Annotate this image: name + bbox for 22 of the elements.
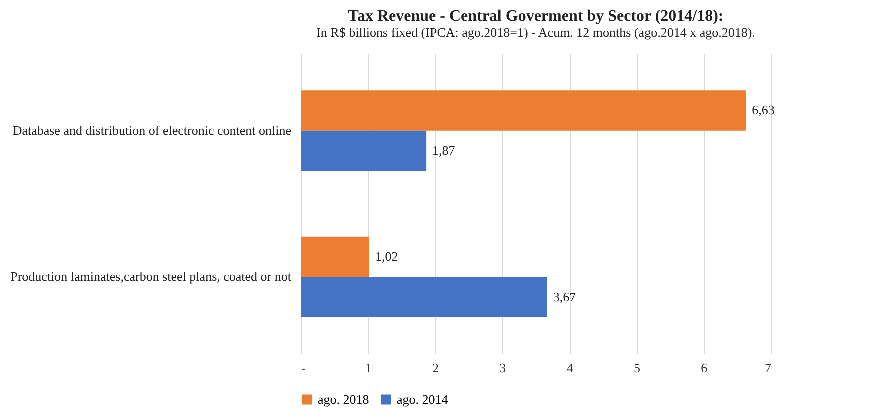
x-tick-label: 5 [634, 360, 640, 376]
legend-label: ago. 2018 [318, 392, 370, 407]
bar [301, 130, 427, 172]
x-tick-label: 6 [701, 360, 708, 376]
data-label: 6,63 [752, 102, 775, 118]
data-label: 1,87 [432, 142, 456, 158]
chart-title: Tax Revenue - Central Goverment by Sector (2014/18): [348, 8, 724, 25]
x-tick-label: 1 [365, 360, 372, 376]
data-label: 1,02 [375, 249, 398, 264]
x-tick-label: 3 [500, 360, 506, 376]
bar [301, 277, 548, 318]
y-tick-label: Database and distribution of electronic content online [12, 122, 292, 138]
bar [301, 90, 746, 131]
y-tick-label: Production laminates,carbon steel plans, coated or not [10, 269, 292, 284]
legend-label: ago. 2014 [397, 392, 449, 407]
bar [301, 236, 370, 278]
x-tick-label: 7 [765, 360, 772, 376]
x-tick-label: - [302, 360, 306, 376]
x-tick-label: 4 [566, 360, 574, 376]
data-label: 3,67 [553, 289, 577, 304]
x-tick-label: 2 [432, 360, 440, 376]
chart-subtitle: In R$ billions fixed (IPCA: ago.2018=1) - Acum. 12 months (ago.2014 x ago.2018). [316, 25, 756, 40]
